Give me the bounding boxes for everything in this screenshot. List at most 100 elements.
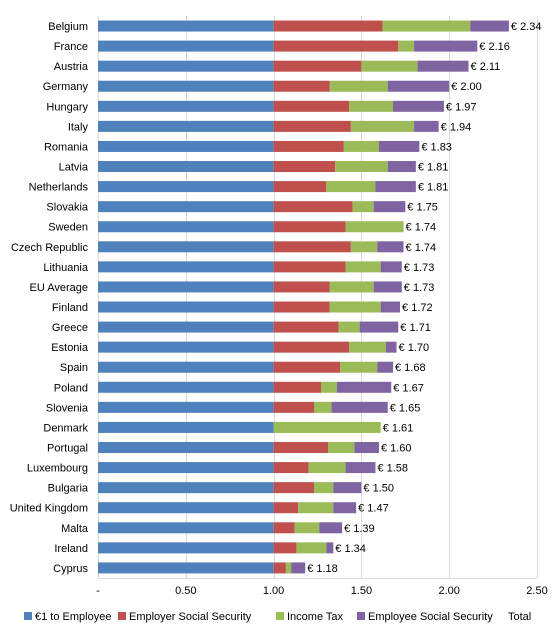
category-label: Slovenia (46, 402, 89, 414)
bar-27-series-3 (291, 562, 306, 574)
bar-19-series-0 (98, 401, 274, 413)
category-label: Romania (44, 141, 89, 153)
bar-22-series-3 (345, 462, 376, 474)
total-label: € 1.97 (446, 101, 477, 113)
bar-10-series-2 (345, 221, 404, 233)
total-label: € 1.72 (402, 302, 433, 314)
bar-12-series-0 (98, 261, 274, 273)
category-label: Cyprus (53, 563, 88, 575)
total-label: € 2.16 (479, 41, 510, 53)
category-label: France (54, 41, 88, 53)
total-label: € 2.00 (451, 81, 482, 93)
bar-14-series-0 (98, 301, 274, 313)
bar-8-series-3 (375, 181, 416, 193)
bar-20-series-0 (98, 421, 274, 433)
total-label: € 1.81 (418, 182, 449, 194)
bar-11-series-1 (273, 241, 351, 253)
bar-6-series-1 (273, 140, 344, 152)
total-label: € 1.83 (421, 141, 452, 153)
bar-15-series-2 (338, 321, 360, 333)
bar-16-series-1 (273, 341, 350, 353)
legend-swatch-0 (24, 612, 32, 620)
x-axis-tick-labels: - 0.50 1.00 1.50 2.00 2.50 (96, 585, 548, 597)
category-label: Austria (54, 61, 89, 73)
bar-24-series-3 (333, 502, 357, 514)
x-tick-label: 2.00 (438, 585, 459, 597)
bar-5-series-2 (350, 120, 415, 132)
bar-18-series-2 (321, 381, 337, 393)
bar-26-series-3 (326, 542, 334, 554)
category-label: Hungary (46, 101, 88, 113)
bar-17-series-1 (273, 361, 341, 373)
bar-7-series-1 (273, 161, 336, 173)
bar-5-series-3 (414, 120, 439, 132)
bar-18-series-1 (273, 381, 322, 393)
total-labels: € 2.34€ 2.16 € 2.11 € 2.00 € 1.97 € 1.94 € 1.… (307, 21, 541, 575)
total-label: € 1.50 (363, 483, 394, 495)
bar-8-series-0 (98, 181, 274, 193)
legend-entry-3: Employee Social Security (368, 611, 493, 623)
bar-15-series-3 (359, 321, 399, 333)
total-label: € 1.68 (395, 362, 426, 374)
bar-5-series-1 (273, 120, 351, 132)
total-label: € 1.61 (383, 422, 414, 434)
bar-4-series-2 (349, 100, 394, 112)
legend: €1 to Employee Employer Social Security In… (24, 611, 531, 623)
bar-16-series-0 (98, 341, 274, 353)
category-label: Denmark (43, 422, 88, 434)
bar-1-series-0 (98, 40, 274, 52)
bar-7-series-3 (387, 161, 416, 173)
category-label: Slovakia (46, 202, 88, 214)
total-label: € 1.39 (344, 523, 375, 535)
bar-22-series-2 (308, 462, 346, 474)
total-label: € 1.67 (393, 382, 424, 394)
bar-27-series-0 (98, 562, 274, 574)
bar-2-series-0 (98, 60, 274, 72)
category-label: Estonia (51, 342, 89, 354)
category-label: Sweden (48, 222, 88, 234)
bar-0-series-0 (98, 20, 274, 32)
bar-27-series-2 (285, 562, 292, 574)
bar-4-series-3 (393, 100, 444, 112)
bar-14-series-1 (273, 301, 330, 313)
x-tick-label: 2.50 (526, 585, 547, 597)
bar-25-series-0 (98, 522, 274, 534)
bar-16-series-3 (385, 341, 397, 353)
bar-2-series-2 (361, 60, 418, 72)
category-labels: Belgium France Austria Germany Hungary Italy R… (10, 21, 89, 575)
total-label: € 1.73 (404, 282, 435, 294)
bar-17-series-3 (377, 361, 394, 373)
bar-21-series-3 (354, 442, 379, 454)
bar-19-series-1 (273, 401, 314, 413)
bar-7-series-0 (98, 161, 274, 173)
bar-5-series-0 (98, 120, 274, 132)
bar-19-series-2 (313, 401, 332, 413)
bar-3-series-1 (273, 80, 330, 92)
bar-13-series-2 (329, 281, 374, 293)
category-label: Luxembourg (27, 463, 88, 475)
total-label: € 1.18 (307, 563, 338, 575)
category-label: EU Average (29, 282, 88, 294)
total-label: € 2.34 (511, 21, 542, 33)
bar-4-series-0 (98, 100, 274, 112)
bar-10-series-1 (273, 221, 346, 233)
x-tick-label: - (96, 585, 100, 597)
bar-13-series-3 (373, 281, 402, 293)
bar-23-series-2 (313, 482, 334, 494)
bar-14-series-2 (329, 301, 381, 313)
legend-swatch-1 (118, 612, 126, 620)
bar-24-series-2 (298, 502, 334, 514)
legend-swatch-3 (357, 612, 365, 620)
bar-11-series-2 (350, 241, 378, 253)
bar-12-series-2 (345, 261, 381, 273)
category-label: Lithuania (43, 262, 89, 274)
x-tick-label: 0.50 (175, 585, 196, 597)
bar-15-series-1 (273, 321, 339, 333)
bar-18-series-3 (336, 381, 392, 393)
bar-8-series-2 (326, 181, 376, 193)
bar-10-series-0 (98, 221, 274, 233)
bar-11-series-0 (98, 241, 274, 253)
bar-21-series-2 (328, 442, 355, 454)
category-label: Portugal (47, 443, 88, 455)
